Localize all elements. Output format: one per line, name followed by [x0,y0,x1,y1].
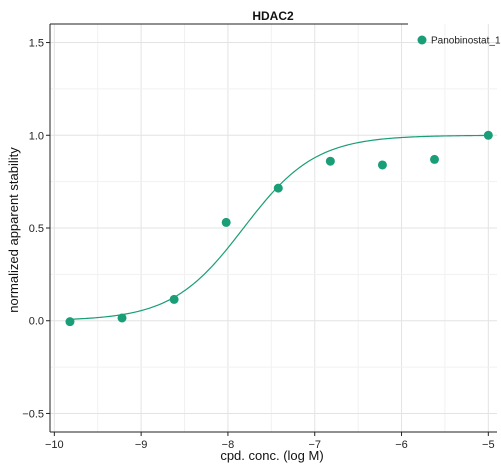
x-tick-label: −9 [135,439,148,451]
y-tick-label: 0.0 [29,316,44,328]
y-tick-label: 0.5 [29,223,44,235]
fit-curves [69,134,489,320]
chart-title: HDAC2 [252,9,294,23]
x-tick-label: −8 [222,439,235,451]
data-point [169,294,179,304]
data-point [325,156,335,166]
x-tick-label: −6 [395,439,408,451]
data-point [273,183,283,193]
data-point [377,160,387,170]
data-point [117,313,127,323]
data-point [483,130,493,140]
data-point [221,217,231,227]
legend-label: Panobinostat_1 [431,36,501,47]
x-axis-title: cpd. conc. (log M) [220,448,323,463]
legend: Panobinostat_1 [417,35,501,47]
data-point [430,154,440,164]
y-axis-title: normalized apparent stability [6,147,21,313]
grid [50,24,497,432]
x-tick-label: −5 [482,439,495,451]
data-point [65,317,75,327]
x-tick-label: −7 [308,439,321,451]
axis-ticks: −10 −9 −8 −7 −6 −5 −0.5 0.0 0.5 1.0 1.5 [22,38,494,451]
y-tick-label: −0.5 [22,408,44,420]
legend-marker [417,35,427,45]
y-tick-label: 1.0 [29,130,44,142]
x-tick-label: −10 [45,439,64,451]
y-tick-label: 1.5 [29,38,44,50]
fit-curve [69,134,489,320]
data-points [65,130,493,327]
